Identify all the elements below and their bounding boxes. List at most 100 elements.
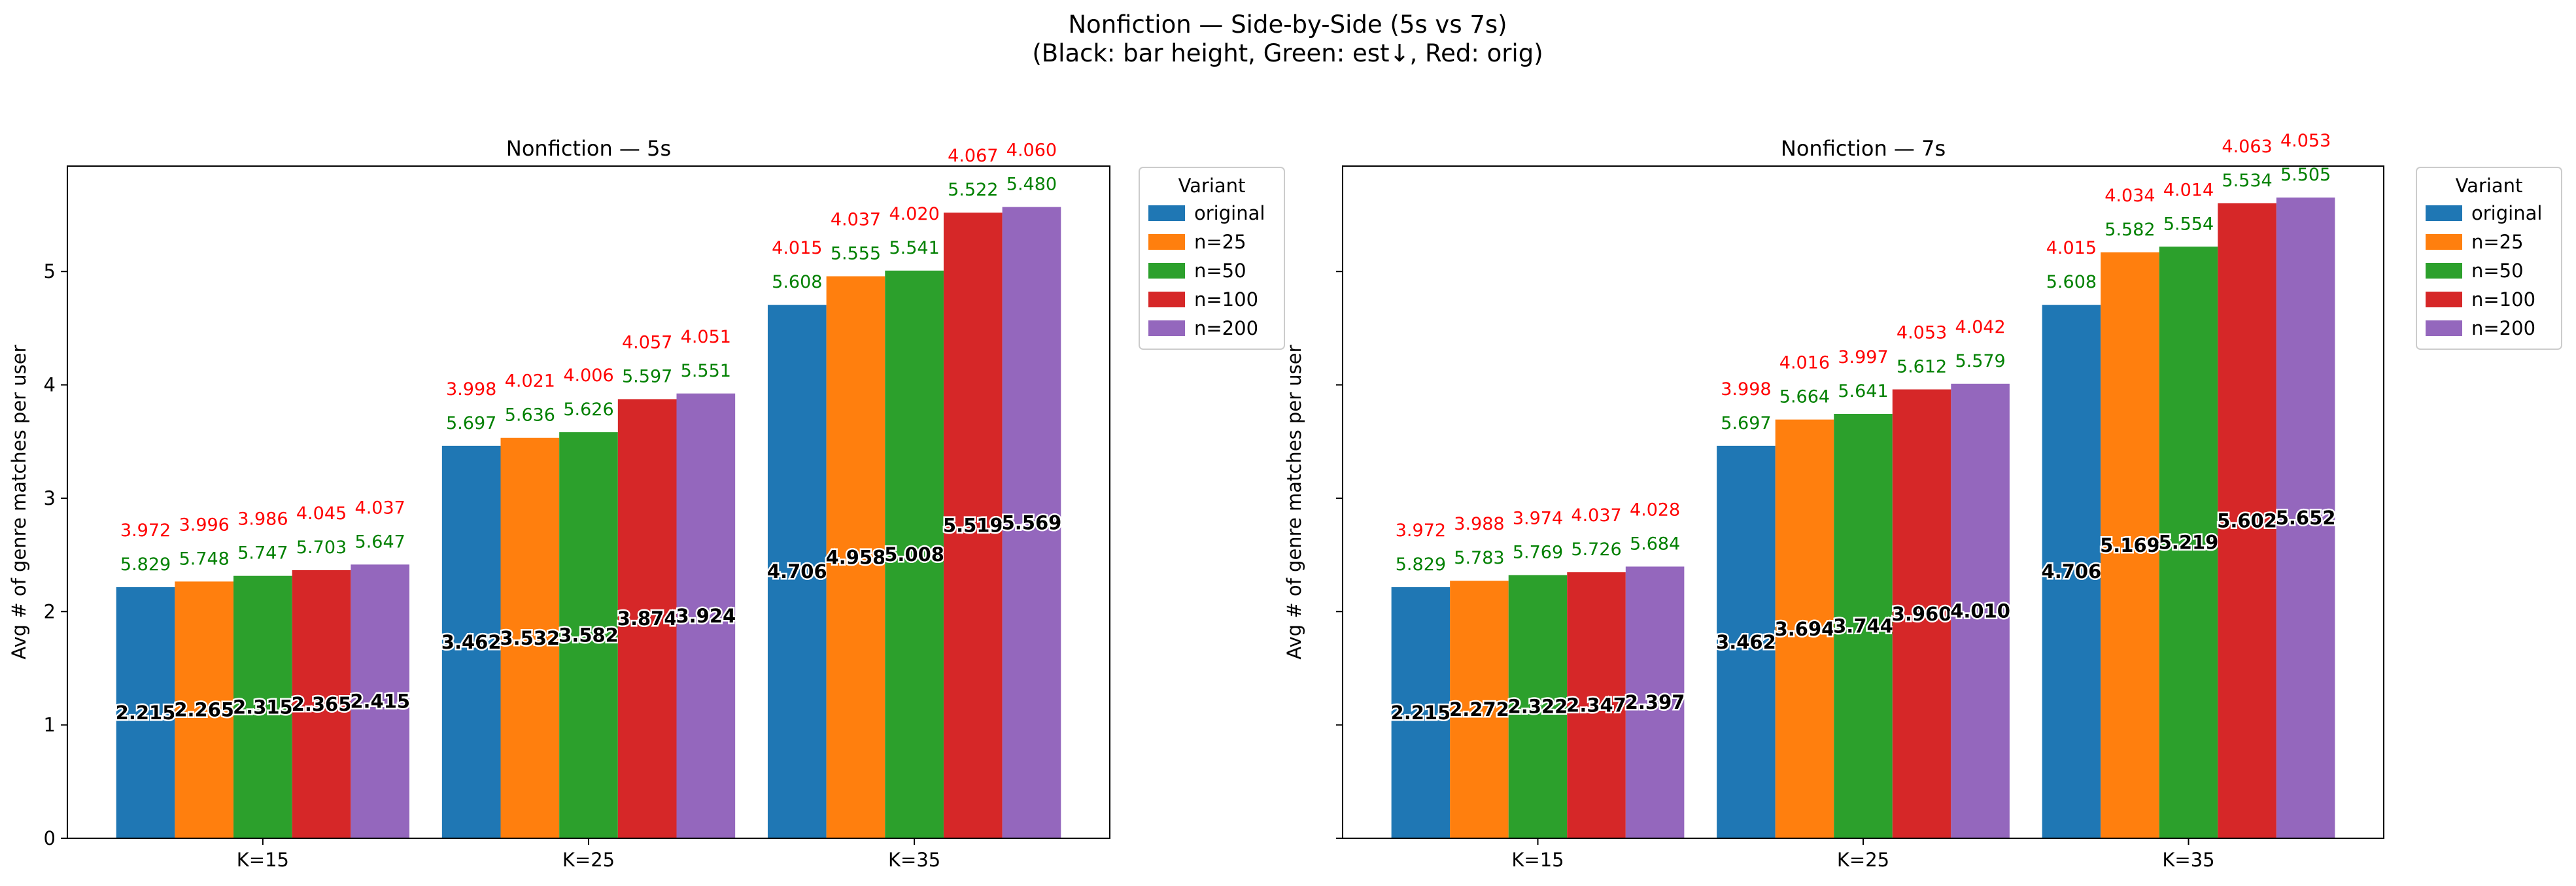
bar-n=25-K=15: [1450, 581, 1509, 838]
label-orig-original-K=15: 3.972: [1396, 520, 1446, 541]
label-est-n=25-K=25: 5.636: [505, 405, 555, 426]
y-axis-label: Avg # of genre matches per user: [1283, 345, 1305, 659]
y-tick-label: 0: [44, 827, 56, 849]
bar-original-K=15: [1391, 587, 1451, 838]
label-est-n=50-K=25: 5.626: [563, 400, 613, 420]
label-est-n=200-K=25: 5.551: [681, 361, 731, 381]
label-orig-original-K=15: 3.972: [120, 520, 171, 541]
label-orig-n=200-K=25: 4.051: [681, 327, 731, 347]
legend-entry-n=50: n=50: [2471, 260, 2524, 282]
label-est-n=200-K=35: 5.480: [1006, 175, 1057, 195]
label-height-original-K=35: 4.706: [767, 560, 827, 583]
label-est-n=50-K=15: 5.747: [237, 543, 288, 564]
bar-n=100-K=25: [1892, 389, 1951, 838]
panel-title: Nonfiction — 7s: [1781, 136, 1946, 161]
label-est-original-K=25: 5.697: [1721, 413, 1771, 434]
label-orig-n=100-K=15: 4.045: [296, 503, 347, 524]
bar-n=50-K=15: [1508, 575, 1568, 838]
label-est-n=25-K=35: 5.582: [2104, 220, 2155, 240]
panel-1: 5.829 3.972 2.215 5.697 3.998 3.462 5.608 4.015…: [8, 136, 1285, 871]
bar-n=50-K=25: [559, 432, 618, 838]
bar-n=50-K=35: [2159, 247, 2218, 838]
bar-original-K=25: [1717, 445, 1776, 838]
legend: Variant original n=25 n=50 n=100 n=200: [1139, 167, 1285, 350]
bar-original-K=25: [441, 445, 501, 838]
label-height-n=200-K=25: 4.010: [1950, 600, 2010, 622]
legend-entry-n=25: n=25: [2471, 231, 2524, 253]
label-height-n=100-K=35: 5.602: [2217, 509, 2277, 532]
bar-n=50-K=25: [1834, 413, 1893, 838]
bar-n=50-K=15: [233, 575, 292, 838]
legend-title: Variant: [1178, 175, 1246, 197]
label-height-n=100-K=35: 5.519: [943, 515, 1003, 537]
label-est-n=25-K=15: 5.783: [1454, 548, 1504, 568]
label-height-n=100-K=15: 2.347: [1566, 694, 1626, 717]
bar-n=25-K=35: [826, 276, 885, 839]
label-orig-n=25-K=35: 4.037: [831, 210, 881, 230]
y-tick-label: 2: [44, 600, 56, 622]
label-height-original-K=15: 2.215: [1391, 702, 1451, 724]
panel-title: Nonfiction — 5s: [506, 136, 671, 161]
panel-2: 5.829 3.972 2.215 5.697 3.998 3.462 5.608 4.015…: [1283, 131, 2562, 871]
legend-entry-original: original: [1194, 202, 1265, 224]
legend-title: Variant: [2456, 175, 2523, 197]
label-est-n=25-K=35: 5.555: [831, 244, 881, 264]
figure-title-line-1: Nonfiction — Side-by-Side (5s vs 7s): [1068, 10, 1507, 39]
label-height-n=25-K=25: 3.694: [1775, 618, 1835, 640]
legend-swatch-original: [2426, 205, 2462, 221]
label-height-n=200-K=35: 5.652: [2276, 507, 2336, 529]
label-height-n=25-K=15: 2.272: [1449, 698, 1509, 721]
bar-original-K=35: [2042, 305, 2101, 839]
label-orig-n=25-K=15: 3.996: [179, 515, 230, 535]
bar-original-K=35: [767, 305, 827, 839]
legend-entry-n=50: n=50: [1194, 260, 1246, 282]
legend-entry-n=200: n=200: [2471, 317, 2535, 339]
legend-swatch-n=50: [2426, 263, 2462, 279]
label-height-n=50-K=25: 3.582: [558, 624, 619, 647]
label-orig-original-K=35: 4.015: [2046, 238, 2097, 258]
x-tick-label: K=15: [237, 849, 289, 871]
label-est-n=50-K=35: 5.541: [889, 238, 939, 258]
legend-swatch-n=25: [2426, 234, 2462, 250]
label-orig-original-K=25: 3.998: [446, 379, 496, 400]
label-est-n=200-K=15: 5.684: [1630, 534, 1680, 554]
label-height-n=100-K=15: 2.365: [292, 693, 352, 715]
label-height-original-K=35: 4.706: [2042, 560, 2102, 583]
y-tick-label: 5: [44, 260, 56, 282]
y-axis-label: Avg # of genre matches per user: [8, 345, 30, 659]
label-est-n=200-K=25: 5.579: [1955, 351, 2005, 371]
legend-swatch-n=100: [2426, 292, 2462, 307]
label-orig-original-K=35: 4.015: [772, 238, 822, 258]
x-tick-label: K=35: [2162, 849, 2214, 871]
label-est-n=50-K=35: 5.554: [2163, 214, 2214, 234]
label-height-n=25-K=35: 5.169: [2100, 534, 2160, 556]
label-height-n=25-K=15: 2.265: [174, 699, 234, 721]
label-height-n=50-K=15: 2.315: [233, 696, 293, 718]
x-tick-label: K=15: [1511, 849, 1564, 871]
bar-n=100-K=35: [943, 213, 1003, 838]
legend-entry-n=100: n=100: [2471, 288, 2535, 311]
bar-n=200-K=15: [351, 564, 410, 838]
bar-n=100-K=15: [292, 570, 351, 838]
y-tick-label: 3: [44, 487, 56, 509]
label-height-n=200-K=35: 5.569: [1002, 511, 1062, 534]
label-orig-n=100-K=35: 4.067: [948, 146, 998, 166]
x-tick-label: K=25: [562, 849, 615, 871]
legend-entry-original: original: [2471, 202, 2542, 224]
label-est-n=50-K=25: 5.641: [1838, 381, 1888, 401]
legend: Variant original n=25 n=50 n=100 n=200: [2416, 167, 2562, 350]
label-orig-n=200-K=35: 4.060: [1006, 141, 1057, 161]
label-height-n=200-K=15: 2.397: [1625, 691, 1685, 713]
label-height-original-K=25: 3.462: [1716, 631, 1776, 653]
x-tick-label: K=25: [1837, 849, 1889, 871]
x-tick-label: K=35: [888, 849, 940, 871]
bar-n=100-K=15: [1567, 572, 1626, 838]
label-height-n=50-K=35: 5.219: [2159, 532, 2219, 554]
label-orig-n=100-K=25: 4.057: [622, 332, 672, 352]
label-orig-n=50-K=25: 3.997: [1838, 347, 1888, 367]
label-orig-n=100-K=25: 4.053: [1897, 323, 1947, 343]
label-height-n=100-K=25: 3.960: [1892, 603, 1952, 625]
label-orig-n=50-K=15: 3.986: [237, 509, 288, 530]
label-height-n=50-K=25: 3.744: [1833, 615, 1893, 637]
legend-swatch-n=25: [1148, 234, 1185, 250]
